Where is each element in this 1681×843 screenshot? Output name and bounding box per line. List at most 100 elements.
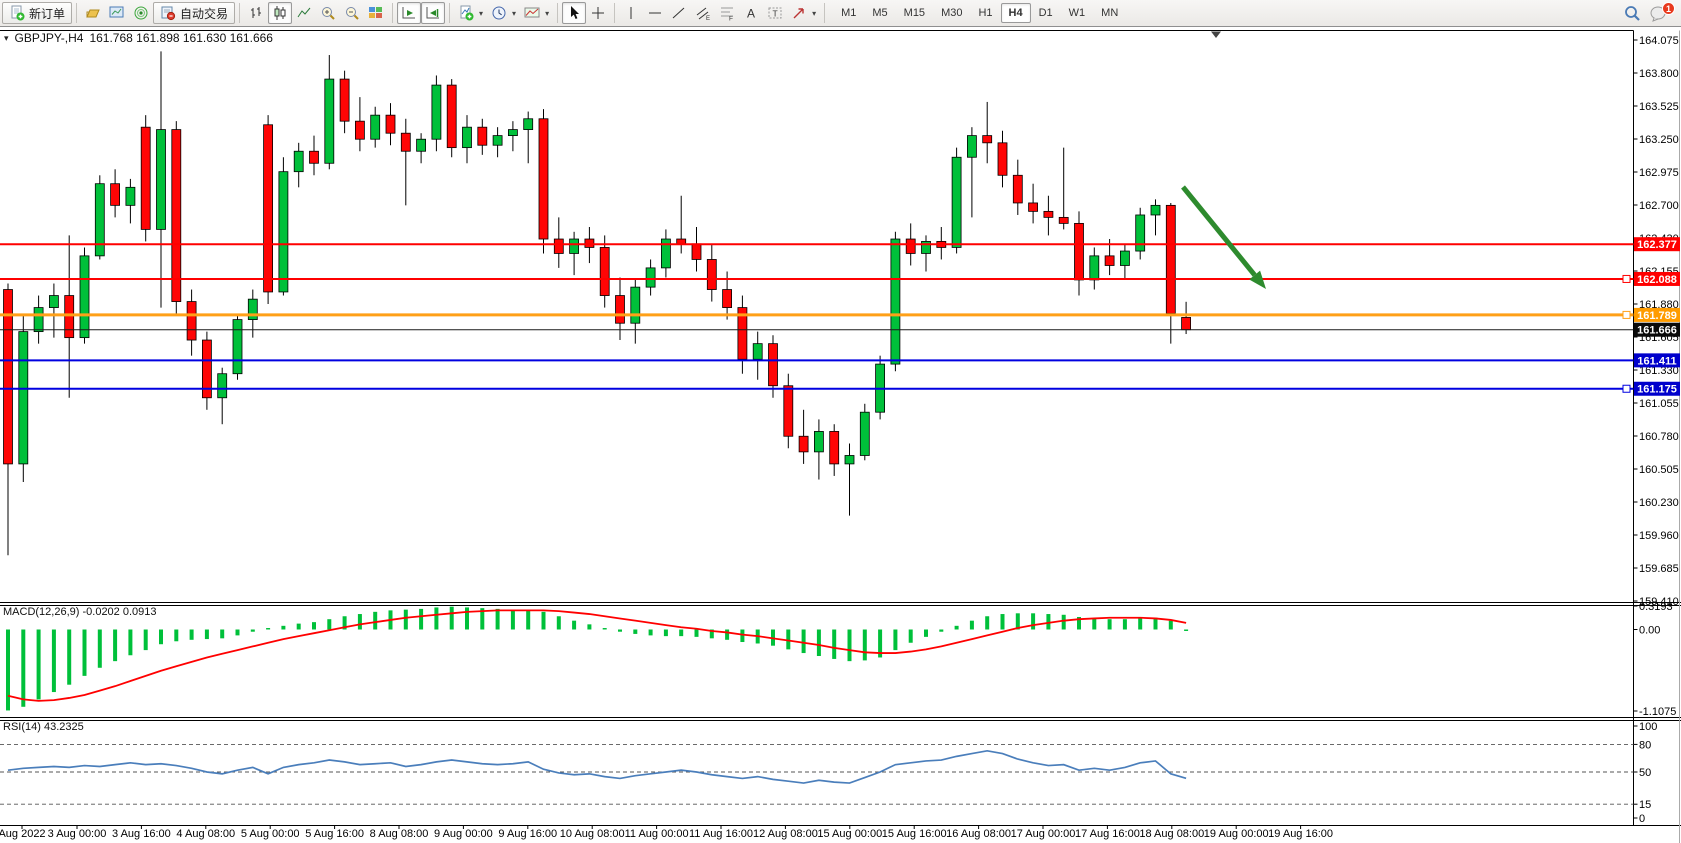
timeframe-m15[interactable]: M15 xyxy=(903,7,926,19)
fibonacci-button[interactable]: F xyxy=(715,2,739,24)
macd-histogram-bar xyxy=(1184,629,1189,631)
line-handle[interactable] xyxy=(1622,274,1631,283)
crosshair-button[interactable] xyxy=(586,2,610,24)
autotrading-button[interactable]: 自动交易 xyxy=(153,2,236,24)
new-order-button[interactable]: 新订单 xyxy=(2,2,73,24)
profiles-button[interactable] xyxy=(81,2,105,24)
price-tag-161.411: 161.411 xyxy=(1634,353,1680,368)
candle-body xyxy=(599,247,610,296)
macd-histogram-bar xyxy=(434,607,439,630)
price-tag-162.088: 162.088 xyxy=(1634,271,1680,286)
line-chart-button[interactable] xyxy=(292,2,316,24)
candle-body xyxy=(1150,204,1161,216)
price-axis-label: 161.055 xyxy=(1639,398,1679,410)
trendline-button[interactable] xyxy=(667,2,691,24)
candle xyxy=(859,403,870,461)
time-axis-label: 5 Aug 00:00 xyxy=(241,828,300,840)
signals-button[interactable] xyxy=(129,2,153,24)
zoom-out-button[interactable] xyxy=(340,2,364,24)
auto-scroll-button[interactable] xyxy=(397,2,422,24)
chart-shift-marker[interactable] xyxy=(1211,31,1221,39)
macd-histogram-bar xyxy=(82,629,87,676)
community-button[interactable]: 1 xyxy=(1645,2,1675,24)
macd-axis-label: 0.00 xyxy=(1639,625,1660,637)
zoom-in-button[interactable] xyxy=(316,2,340,24)
trendline-icon xyxy=(672,7,685,19)
candle xyxy=(783,373,794,449)
terminal-button[interactable] xyxy=(105,2,129,24)
macd-histogram-bar xyxy=(801,629,806,654)
time-axis-label: 8 Aug 08:00 xyxy=(370,828,429,840)
macd-histogram-bar xyxy=(893,629,898,651)
candle-body xyxy=(737,307,748,360)
candle-body xyxy=(752,343,763,360)
equidistant-channel-button[interactable]: E xyxy=(691,2,715,24)
macd-histogram-bar xyxy=(204,629,209,640)
candle-body xyxy=(18,331,29,465)
timeframe-w1[interactable]: W1 xyxy=(1068,7,1086,19)
search-button[interactable] xyxy=(1619,2,1645,24)
macd-histogram-bar xyxy=(495,608,500,630)
candle-body xyxy=(1135,214,1146,252)
svg-text:161.666: 161.666 xyxy=(1637,325,1677,337)
toolbar-separator xyxy=(557,3,559,23)
macd-indicator-label: MACD(12,26,9) -0.0202 0.0913 xyxy=(3,606,157,618)
time-axis-label: 11 Aug 16:00 xyxy=(689,828,753,840)
horizontal-line-161.789[interactable] xyxy=(0,310,1634,319)
trend-arrow-annotation[interactable] xyxy=(1181,185,1266,289)
candle-body xyxy=(140,126,151,230)
tile-windows-icon xyxy=(369,7,383,18)
candle-body xyxy=(33,307,44,333)
macd-histogram-bar xyxy=(266,628,271,630)
macd-histogram-bar xyxy=(449,606,454,630)
horizontal-line-162.088[interactable] xyxy=(0,274,1634,283)
templates-button[interactable]: ▾ xyxy=(520,2,553,24)
svg-text:F: F xyxy=(729,16,733,22)
timeframe-m1[interactable]: M1 xyxy=(841,7,857,19)
candle-body xyxy=(768,343,778,387)
candle-body xyxy=(814,431,824,453)
timeframe-m30[interactable]: M30 xyxy=(941,7,963,19)
candlestick-chart-button[interactable] xyxy=(268,2,293,24)
timeframe-m5[interactable]: M5 xyxy=(872,7,888,19)
periods-button[interactable]: ▾ xyxy=(487,2,520,24)
candle-body xyxy=(569,238,579,254)
candle-body xyxy=(462,126,472,149)
line-handle[interactable] xyxy=(1622,384,1631,393)
candle xyxy=(829,424,840,476)
bar-chart-button[interactable] xyxy=(244,2,268,24)
chart-shift-button[interactable] xyxy=(421,2,446,24)
macd-histogram-bar xyxy=(740,629,745,643)
horizontal-line-button[interactable] xyxy=(643,2,667,24)
arrows-button[interactable]: ▾ xyxy=(787,2,820,24)
macd-histogram-bar xyxy=(985,616,990,630)
timeframe-mn[interactable]: MN xyxy=(1101,7,1119,19)
candle-body xyxy=(217,373,228,399)
price-axis-label: 162.700 xyxy=(1639,200,1679,212)
indicators-button[interactable]: ▾ xyxy=(454,2,487,24)
line-handle[interactable] xyxy=(1622,310,1631,319)
timeframe-h4[interactable]: H4 xyxy=(1000,3,1031,23)
macd-histogram-bar xyxy=(572,620,577,630)
macd-histogram-bar xyxy=(694,629,699,637)
chart-menu-arrow-icon[interactable]: ▾ xyxy=(4,32,9,43)
macd-name: MACD(12,26,9) xyxy=(3,606,80,618)
candle xyxy=(645,259,656,296)
candle-body xyxy=(94,183,105,257)
text-label-button[interactable]: T xyxy=(763,2,787,24)
toolbar-separator xyxy=(76,3,78,23)
toolbar-separator xyxy=(614,3,616,23)
price-axis-label: 163.525 xyxy=(1639,101,1679,113)
cursor-button[interactable] xyxy=(562,2,587,24)
time-axis-label: 3 Aug 00:00 xyxy=(48,828,107,840)
timeframe-h1[interactable]: H1 xyxy=(978,7,993,19)
timeframe-d1[interactable]: D1 xyxy=(1038,7,1053,19)
tile-windows-button[interactable] xyxy=(364,2,388,24)
candle xyxy=(875,355,885,420)
horizontal-line-161.175[interactable] xyxy=(0,384,1634,393)
macd-histogram-bar xyxy=(1122,619,1127,630)
vertical-line-button[interactable] xyxy=(619,2,643,24)
text-button[interactable]: A xyxy=(739,2,763,24)
candle xyxy=(798,409,809,464)
macd-histogram-bar xyxy=(633,629,638,634)
